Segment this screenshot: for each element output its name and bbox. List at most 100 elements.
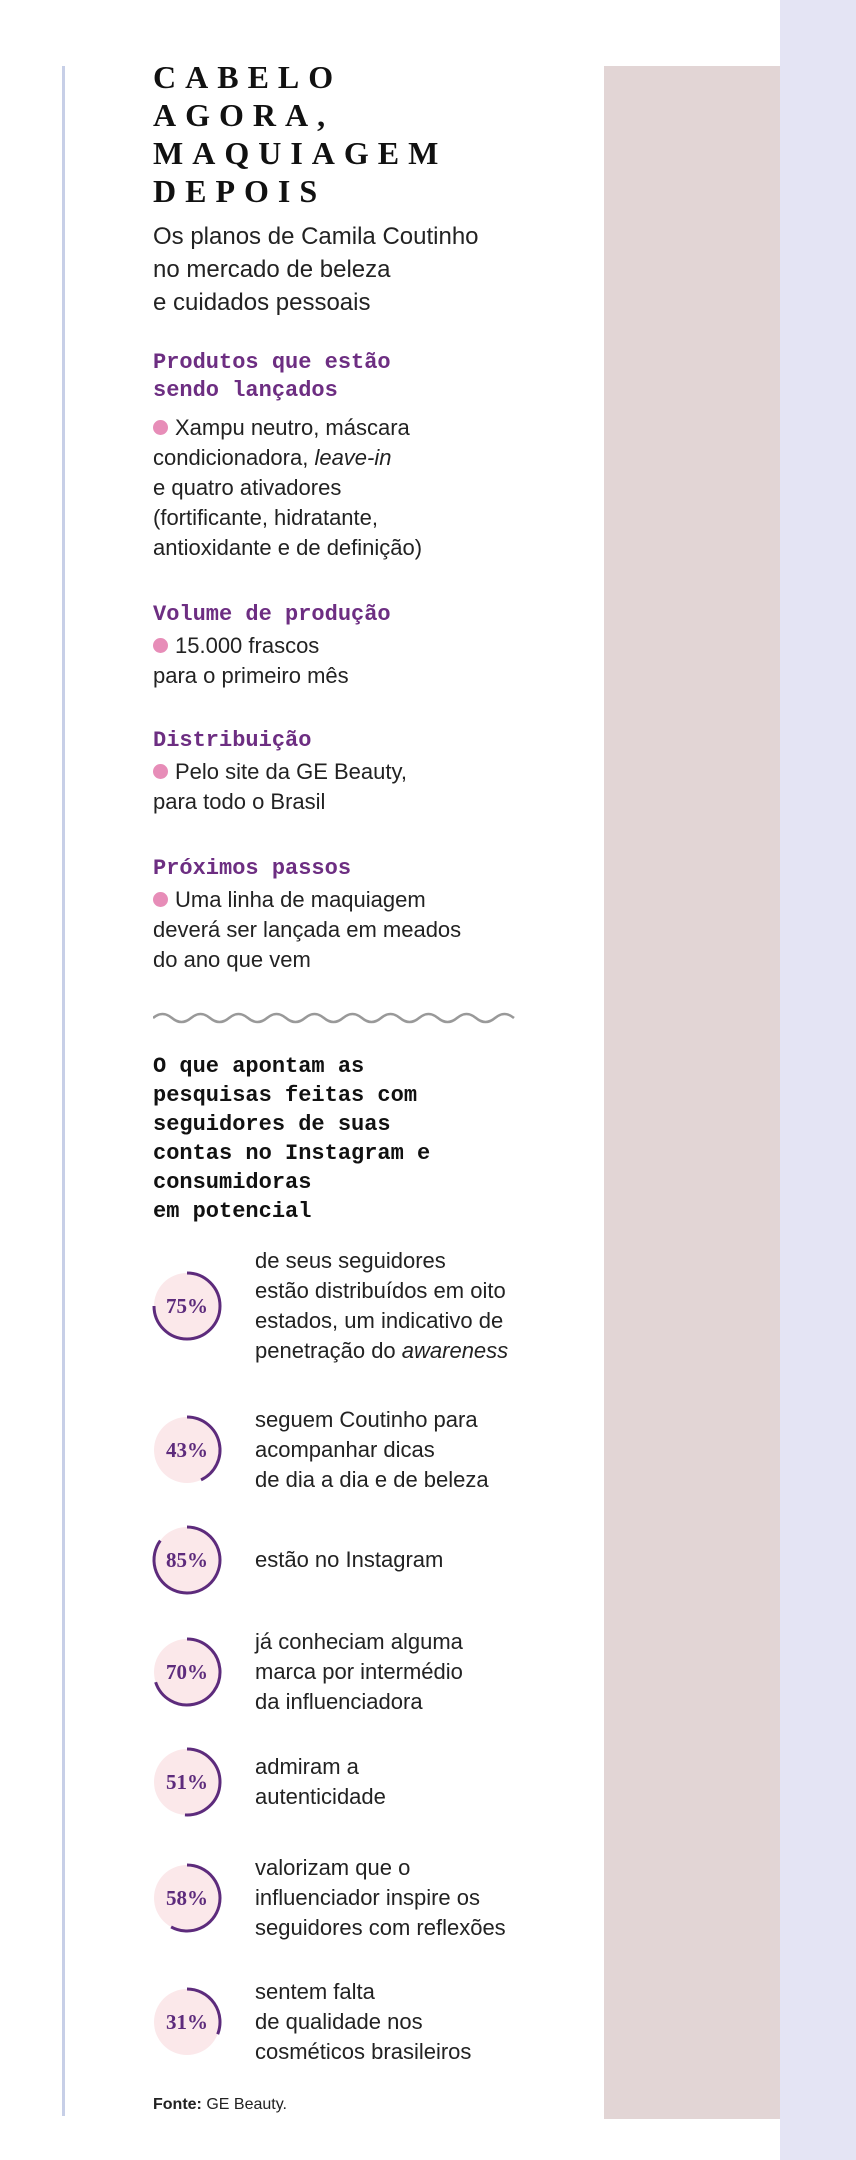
percent-label: 51% bbox=[166, 1770, 208, 1794]
section: Volume de produção 15.000 frascos para o p… bbox=[153, 601, 583, 691]
text: autenticidade bbox=[255, 1784, 386, 1809]
wave-divider bbox=[153, 1012, 515, 1024]
text-line: Pelo site da GE Beauty, bbox=[153, 757, 583, 787]
section: Próximos passos Uma linha de maquiagem dev… bbox=[153, 855, 583, 975]
percent-label: 58% bbox=[166, 1886, 208, 1910]
text-line: da influenciadora bbox=[255, 1687, 555, 1717]
text: (fortificante, hidratante, bbox=[153, 505, 379, 530]
stat-text: estão no Instagram bbox=[255, 1545, 555, 1575]
left-rule bbox=[62, 66, 65, 2116]
gauge-bg bbox=[154, 1865, 220, 1931]
text-line: acompanhar dicas bbox=[255, 1435, 555, 1465]
percent-label: 31% bbox=[166, 2010, 208, 2034]
text-line: penetração do awareness bbox=[255, 1336, 555, 1366]
section-heading: Próximos passos bbox=[153, 855, 583, 883]
text: valorizam que o bbox=[255, 1855, 411, 1880]
title-line: DEPOIS bbox=[153, 173, 327, 209]
subtitle-line: e cuidados pessoais bbox=[153, 289, 371, 316]
gauge-arc bbox=[186, 1415, 222, 1482]
section-heading: Distribuição bbox=[153, 727, 583, 755]
text: seguidores com reflexões bbox=[255, 1915, 506, 1940]
section-body: Xampu neutro, máscara condicionadora, lea… bbox=[153, 413, 583, 563]
text-line: deverá ser lançada em meados bbox=[153, 915, 583, 945]
text: admiram a bbox=[255, 1754, 359, 1779]
text: para o primeiro mês bbox=[153, 663, 349, 688]
text: influenciador inspire os bbox=[255, 1885, 481, 1910]
text: marca por intermédio bbox=[255, 1659, 463, 1684]
stat-text: sentem falta de qualidade nos cosméticos b… bbox=[255, 1977, 555, 2067]
section-body: Uma linha de maquiagem deverá ser lançada… bbox=[153, 885, 583, 975]
text-line: para todo o Brasil bbox=[153, 787, 583, 817]
subtitle: Os planos de Camila Coutinho no mercado d… bbox=[153, 220, 583, 319]
text: de qualidade nos bbox=[255, 2009, 423, 2034]
text: acompanhar dicas bbox=[255, 1437, 435, 1462]
text-line: 15.000 frascos bbox=[153, 631, 583, 661]
gauge-arc bbox=[152, 1271, 222, 1341]
heading-line: seguidores de suas bbox=[153, 1112, 391, 1137]
stat-text: seguem Coutinho para acompanhar dicas de d… bbox=[255, 1405, 555, 1495]
percent-label: 70% bbox=[166, 1660, 208, 1684]
section: Distribuição Pelo site da GE Beauty, para … bbox=[153, 727, 583, 817]
text-line: seguidores com reflexões bbox=[255, 1913, 555, 1943]
text-line: do ano que vem bbox=[153, 945, 583, 975]
italic-text: awareness bbox=[401, 1338, 509, 1363]
gauge-arc bbox=[186, 1987, 222, 2035]
gauge-arc bbox=[170, 1863, 222, 1933]
content-column: CABELO AGORA, MAQUIAGEM DEPOIS Os planos de … bbox=[153, 58, 583, 975]
title-line: AGORA, bbox=[153, 97, 335, 133]
text-line: estão no Instagram bbox=[255, 1545, 555, 1575]
text: de dia a dia e de beleza bbox=[255, 1467, 489, 1492]
gauge-bg bbox=[154, 1639, 220, 1705]
heading-line: contas no Instagram e bbox=[153, 1141, 431, 1166]
text-line: para o primeiro mês bbox=[153, 661, 583, 691]
percent-label: 75% bbox=[166, 1294, 208, 1318]
title: CABELO AGORA, MAQUIAGEM DEPOIS bbox=[153, 58, 583, 210]
text: da influenciadora bbox=[255, 1689, 423, 1714]
stat-gauges: 75% 43% 85% 70% 51% 58% 31% bbox=[152, 1271, 222, 2055]
stat-text: valorizam que o influenciador inspire os s… bbox=[255, 1853, 555, 1943]
text: Uma linha de maquiagem bbox=[175, 887, 426, 912]
gauge-arc bbox=[184, 1747, 222, 1817]
stat-text: já conheciam alguma marca por intermédio d… bbox=[255, 1627, 555, 1717]
text: estados, um indicativo de bbox=[255, 1308, 504, 1333]
bullet bbox=[153, 420, 168, 435]
section-heading: Produtos que estão sendo lançados bbox=[153, 349, 583, 405]
text: antioxidante e de definição) bbox=[153, 535, 423, 560]
text-line: de qualidade nos bbox=[255, 2007, 555, 2037]
stat-text: de seus seguidores estão distribuídos em … bbox=[255, 1246, 555, 1366]
text-line: estão distribuídos em oito bbox=[255, 1276, 555, 1306]
text-line: admiram a bbox=[255, 1752, 555, 1782]
heading-line: O que apontam as bbox=[153, 1054, 365, 1079]
side-strip bbox=[780, 0, 856, 2160]
section: Produtos que estão sendo lançados Xampu ne… bbox=[153, 349, 583, 563]
subtitle-line: no mercado de beleza bbox=[153, 256, 391, 283]
section-body: Pelo site da GE Beauty, para todo o Brasi… bbox=[153, 757, 583, 817]
text: cosméticos brasileiros bbox=[255, 2039, 472, 2064]
text-line: valorizam que o bbox=[255, 1853, 555, 1883]
side-panel bbox=[604, 66, 780, 2119]
gauge-bg bbox=[154, 1273, 220, 1339]
text: para todo o Brasil bbox=[153, 789, 326, 814]
text: 15.000 frascos bbox=[175, 633, 320, 658]
source-text: GE Beauty. bbox=[206, 2096, 287, 2113]
text: estão no Instagram bbox=[255, 1547, 444, 1572]
source: Fonte: GE Beauty. bbox=[153, 2096, 287, 2114]
section-heading: Volume de produção bbox=[153, 601, 583, 629]
text: já conheciam alguma bbox=[255, 1629, 463, 1654]
gauge-arc bbox=[154, 1637, 222, 1707]
italic-text: leave-in bbox=[314, 445, 392, 470]
title-line: MAQUIAGEM bbox=[153, 135, 448, 171]
heading-line: em potencial bbox=[153, 1199, 312, 1224]
percent-label: 85% bbox=[166, 1548, 208, 1572]
text: e quatro ativadores bbox=[153, 475, 342, 500]
text-line: e quatro ativadores bbox=[153, 473, 583, 503]
bullet bbox=[153, 764, 168, 779]
text-line: cosméticos brasileiros bbox=[255, 2037, 555, 2067]
text-line: (fortificante, hidratante, bbox=[153, 503, 583, 533]
text-line: Xampu neutro, máscara bbox=[153, 413, 583, 443]
title-line: CABELO bbox=[153, 59, 343, 95]
text-line: de dia a dia e de beleza bbox=[255, 1465, 555, 1495]
text: penetração do bbox=[255, 1338, 402, 1363]
text: condicionadora, bbox=[153, 445, 315, 470]
